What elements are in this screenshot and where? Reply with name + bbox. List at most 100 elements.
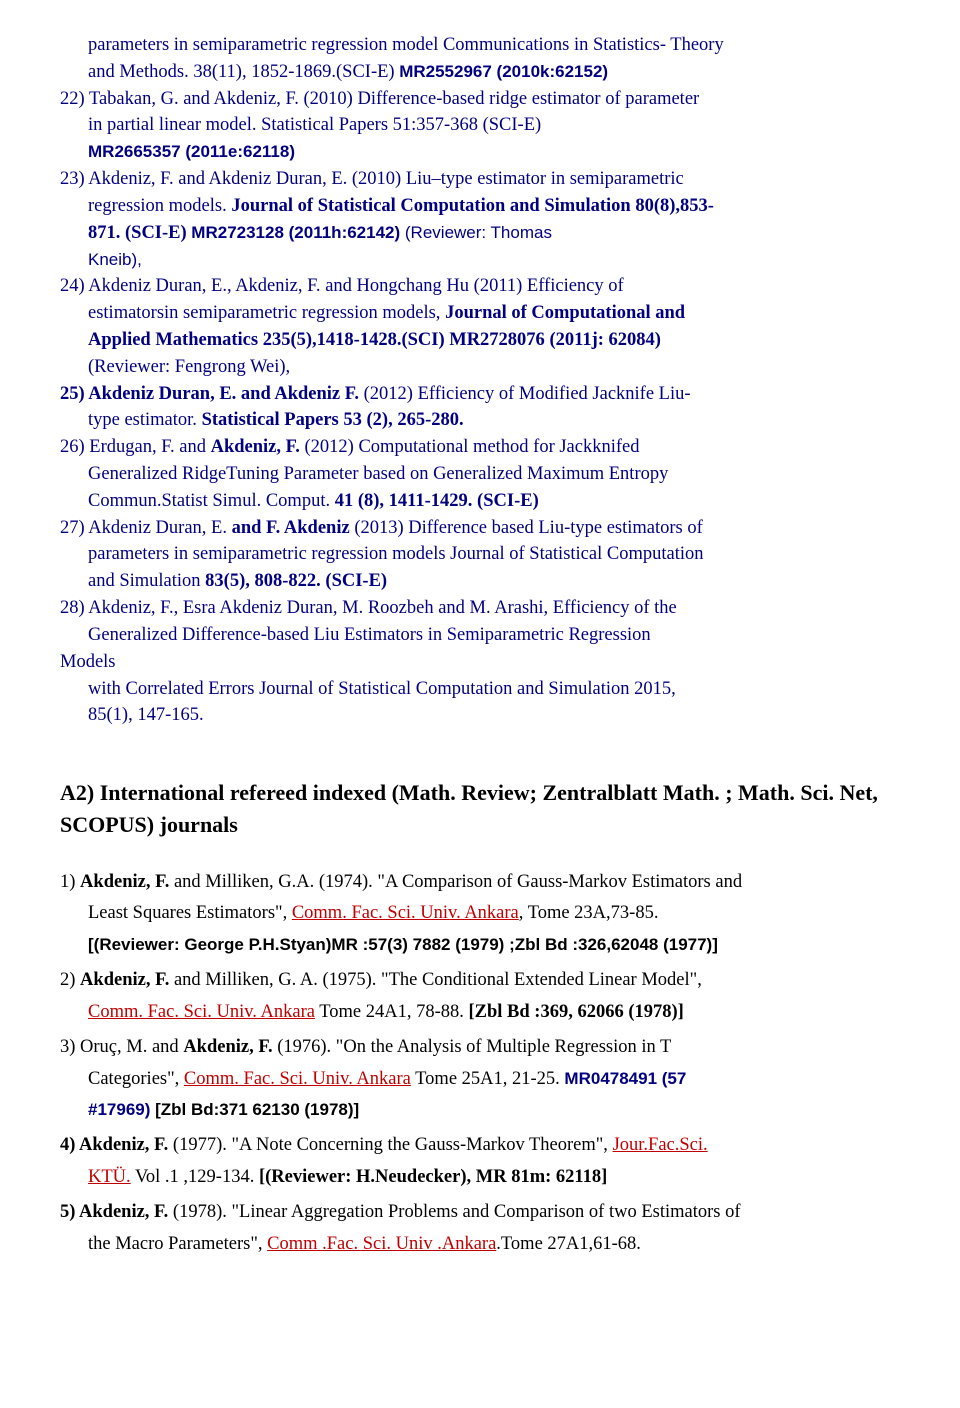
entry-28: 28) Akdeniz, F., Esra Akdeniz Duran, M. … — [60, 595, 900, 729]
text: Generalized Difference-based Liu Estimat… — [88, 625, 651, 645]
text: Akdeniz, F. — [183, 1037, 272, 1057]
a2-entry-5: 5) Akdeniz, F. (1978). "Linear Aggregati… — [60, 1197, 900, 1260]
text: 2) — [60, 970, 80, 990]
text: parameters in semiparametric regression … — [88, 35, 438, 55]
text: with Correlated Errors Journal of Statis… — [88, 679, 676, 699]
entry-28-line2: Generalized Difference-based Liu Estimat… — [60, 622, 900, 649]
text: and Simulation — [88, 571, 205, 591]
text: estimatorsin semiparametric regression m… — [88, 303, 445, 323]
text: 26) Erdugan, F. and — [60, 437, 211, 457]
text: 4) Akdeniz, F. — [60, 1135, 168, 1155]
text: and Hongchang Hu (2011) Efficiency of — [321, 276, 624, 296]
entry-27-line2: parameters in semiparametric regression … — [60, 541, 900, 568]
text: Tome 24A1, 78-88. — [315, 1002, 469, 1022]
section-heading-a2: A2) International refereed indexed (Math… — [60, 777, 900, 841]
text: Least Squares Estimators", — [88, 903, 292, 923]
a2-entry-1-line2: Least Squares Estimators", Comm. Fac. Sc… — [60, 898, 900, 929]
entry-26: 26) Erdugan, F. and Akdeniz, F. (2012) C… — [60, 434, 900, 514]
journal-link[interactable]: KTÜ. — [88, 1167, 131, 1187]
journal-link[interactable]: Jour.Fac.Sci. — [613, 1135, 708, 1155]
text: Applied Mathematics 235(5),1418-1428.(SC… — [88, 330, 549, 350]
entry-27-line3: and Simulation 83(5), 808-822. (SCI-E) — [60, 568, 900, 595]
text: 1) — [60, 872, 80, 892]
a2-entry-4: 4) Akdeniz, F. (1977). "A Note Concernin… — [60, 1130, 900, 1193]
text: regression models. — [88, 196, 231, 216]
text: 22) — [60, 89, 89, 109]
text: (2012) Computational method for Jackknif… — [300, 437, 640, 457]
journal-link[interactable]: Comm. Fac. Sci. Univ. Ankara — [184, 1069, 411, 1089]
journal-link[interactable]: Comm. Fac. Sci. Univ. Ankara — [88, 1002, 315, 1022]
text: 27) Akdeniz Duran, E. — [60, 518, 232, 538]
text: Generalized RidgeTuning Parameter based … — [88, 464, 668, 484]
text: (2011j: 62084) — [549, 330, 661, 350]
text: 5) Akdeniz, F. — [60, 1202, 168, 1222]
text: (2010) Liu–type estimator in semiparamet… — [347, 169, 684, 189]
text: [(Reviewer: George P.H.Styan)MR :57(3) 7… — [88, 935, 515, 954]
text: the Macro Parameters", — [88, 1234, 267, 1254]
text: parameters in semiparametric regression … — [88, 544, 703, 564]
mr-code: MR2723128 (2011h:62142) — [191, 223, 400, 242]
text: 25) Akdeniz Duran, E — [60, 384, 232, 404]
mr-code: #17969) — [88, 1100, 150, 1119]
text: and Methods. 38(11), 1852-1869.(SCI-E) — [88, 62, 399, 82]
mr-code: MR0478491 (57 — [564, 1069, 686, 1088]
a2-entry-5-line2: the Macro Parameters", Comm .Fac. Sci. U… — [60, 1229, 900, 1260]
text: 23) Akdeniz, F. and Akdeniz Duran, E. — [60, 169, 347, 189]
entry-28-line4: with Correlated Errors Journal of Statis… — [60, 676, 900, 703]
text: Kneib), — [88, 250, 142, 269]
mr-code: MR2552967 (2010k:62152) — [399, 62, 608, 81]
a2-entry-2-line2: Comm. Fac. Sci. Univ. Ankara Tome 24A1, … — [60, 997, 900, 1028]
text: Categories", — [88, 1069, 184, 1089]
text: Statistical Papers 53 (2), 265-280. — [202, 410, 464, 430]
document-body: parameters in semiparametric regression … — [60, 32, 900, 1260]
text: and F. Akdeniz — [232, 518, 350, 538]
text: and Milliken, G.A. (1974). "A Comparison… — [169, 872, 742, 892]
entry-24: 24) Akdeniz Duran, E., Akdeniz, F. and H… — [60, 273, 900, 380]
entry-21-line1: parameters in semiparametric regression … — [60, 32, 900, 59]
a2-entry-3: 3) Oruç, M. and Akdeniz, F. (1976). "On … — [60, 1032, 900, 1126]
text: (2010) Difference-based ridge estimator … — [299, 89, 699, 109]
entry-23-line3: 871. (SCI-E) MR2723128 (2011h:62142) (Re… — [60, 220, 900, 247]
entry-28-line5: 85(1), 147-165. — [60, 702, 900, 729]
text: Akdeniz, F. — [80, 970, 169, 990]
text: type estimator. — [88, 410, 202, 430]
a2-entry-3-line3: #17969) [Zbl Bd:371 62130 (1978)] — [60, 1095, 900, 1126]
text: Statistical Papers 51:357-368 (SCI-E) — [261, 115, 541, 135]
text: 83(5), 808-822. (SCI-E) — [205, 571, 387, 591]
text: Vol .1 ,129-134. — [131, 1167, 259, 1187]
text: (1976). "On the Analysis of Multiple Reg… — [273, 1037, 672, 1057]
entry-22-line3: MR2665357 (2011e:62118) — [60, 139, 900, 166]
entry-21-line2: and Methods. 38(11), 1852-1869.(SCI-E) M… — [60, 59, 900, 86]
a2-entry-3-line2: Categories", Comm. Fac. Sci. Univ. Ankar… — [60, 1064, 900, 1095]
a2-entry-1: 1) Akdeniz, F. and Milliken, G.A. (1974)… — [60, 867, 900, 961]
text: Tabakan, G. and Akdeniz, F. — [89, 89, 299, 109]
text: Tome 25A1, 21-25. — [411, 1069, 565, 1089]
text: Akdeniz, F. — [80, 872, 169, 892]
text: . and Akdeniz F. — [232, 384, 359, 404]
entry-24-line4: (Reviewer: Fengrong Wei), — [60, 354, 900, 381]
text: Journal of Statistical Computation and S… — [231, 196, 714, 216]
journal-link[interactable]: Comm. Fac. Sci. Univ. Ankara — [292, 903, 519, 923]
entry-22-line2: in partial linear model. Statistical Pap… — [60, 112, 900, 139]
a2-entry-1-line3: [(Reviewer: George P.H.Styan)MR :57(3) 7… — [60, 930, 900, 961]
text: (Reviewer: Fengrong Wei), — [88, 357, 290, 377]
entry-23-line2: regression models. Journal of Statistica… — [60, 193, 900, 220]
text: [Zbl Bd :369, 62066 (1978)] — [469, 1002, 684, 1022]
entry-22: 22) Tabakan, G. and Akdeniz, F. (2010) D… — [60, 86, 900, 166]
text: 871. (SCI-E) — [88, 223, 191, 243]
text: 3) Oruç, M. and — [60, 1037, 183, 1057]
text: [(Reviewer: H.Neudecker), MR 81m: 62118] — [259, 1167, 607, 1187]
journal-link[interactable]: Comm .Fac. Sci. Univ .Ankara — [267, 1234, 496, 1254]
text: 41 (8), 1411-1429. (SCI-E) — [335, 491, 539, 511]
text: 85(1), 147-165. — [88, 705, 204, 725]
text: [Zbl Bd:371 62130 (1978)] — [150, 1100, 359, 1119]
text: 24) Akdeniz Duran, E., Akdeniz, F. — [60, 276, 321, 296]
entry-28-line3: Models — [60, 649, 900, 676]
text: Models — [60, 652, 116, 672]
entry-27: 27) Akdeniz Duran, E. and F. Akdeniz (20… — [60, 515, 900, 595]
text: (2012) Efficiency of Modified Jacknife L… — [359, 384, 691, 404]
text: (Reviewer: Thomas — [400, 223, 552, 242]
entry-26-line3: Commun.Statist Simul. Comput. 41 (8), 14… — [60, 488, 900, 515]
text: in partial linear model. — [88, 115, 261, 135]
entry-23-line4: Kneib), — [60, 247, 900, 274]
